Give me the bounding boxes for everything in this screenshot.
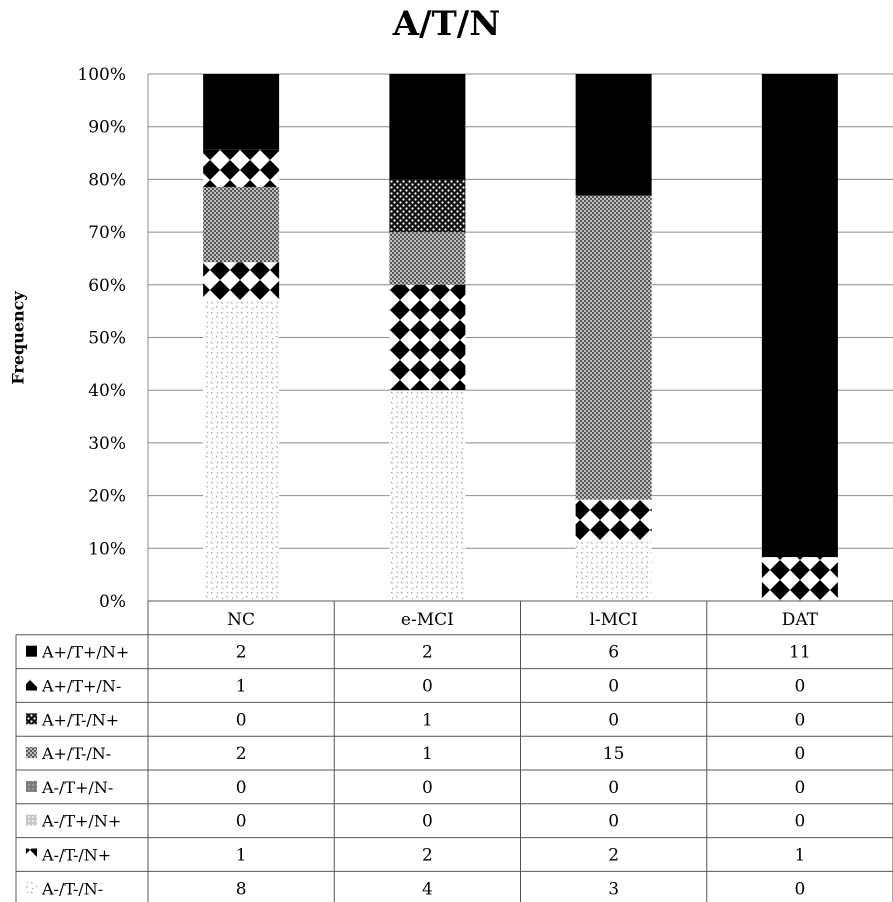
data-label: 1: [422, 710, 433, 730]
bar-segment: [575, 195, 652, 500]
legend-key: [26, 679, 37, 691]
bar-segment: [575, 540, 652, 601]
legend-entry: A+/T+/N+: [41, 643, 129, 662]
bar-segment: [389, 179, 466, 233]
bar-segment: [203, 74, 280, 150]
legend-entry: A-/T-/N-: [41, 879, 103, 898]
data-label: 0: [236, 812, 247, 832]
data-label: 0: [794, 677, 805, 697]
y-tick-label: 20%: [88, 487, 126, 507]
bar-segment: [389, 232, 466, 285]
bar-segment: [203, 149, 280, 187]
data-label: 0: [608, 710, 619, 730]
y-tick-label: 70%: [88, 223, 126, 243]
data-label: 2: [422, 643, 433, 663]
y-tick-label: 80%: [88, 170, 126, 190]
data-label: 2: [236, 744, 247, 764]
data-label: 0: [608, 812, 619, 832]
legend-entry: A-/T+/N+: [41, 812, 121, 831]
y-tick-label: 10%: [88, 539, 126, 559]
data-label: 2: [236, 643, 247, 663]
data-label: 0: [794, 879, 805, 899]
legend-entry: A-/T-/N+: [41, 846, 111, 865]
data-label: 0: [422, 812, 433, 832]
y-tick-label: 30%: [88, 434, 126, 454]
data-label: 0: [608, 677, 619, 697]
bar-segment: [575, 499, 652, 541]
x-category-label: DAT: [782, 610, 819, 630]
legend-key: [26, 848, 37, 860]
bar-segment: [761, 557, 838, 601]
data-label: 1: [236, 677, 247, 697]
x-category-label: l-MCI: [589, 610, 637, 630]
data-label: 15: [603, 744, 625, 764]
data-label: 2: [422, 846, 433, 866]
data-label: 0: [422, 778, 433, 798]
chart-title: A/T/N: [392, 4, 501, 44]
data-label: 4: [422, 879, 433, 899]
bar-segment: [389, 390, 466, 601]
data-label: 6: [608, 643, 619, 663]
bar-segment: [575, 74, 652, 196]
legend-entry: A+/T+/N-: [41, 677, 121, 696]
data-label: 1: [422, 744, 433, 764]
legend-key: [26, 814, 37, 826]
bar-segment: [389, 284, 466, 391]
legend-entry: A-/T+/N-: [41, 778, 113, 797]
y-tick-label: 50%: [88, 329, 126, 349]
data-label: 0: [608, 778, 619, 798]
legend-key: [26, 645, 37, 657]
data-label: 0: [794, 778, 805, 798]
y-tick-label: 60%: [88, 276, 126, 296]
bar-segment: [203, 262, 280, 300]
data-label: 1: [236, 846, 247, 866]
data-label: 3: [608, 879, 619, 899]
data-label: 0: [236, 778, 247, 798]
bar-segment: [203, 299, 280, 601]
bar-segment: [389, 74, 466, 180]
bar-segment: [761, 74, 838, 558]
legend-key: [26, 747, 37, 759]
data-label: 2: [608, 846, 619, 866]
data-label: 8: [236, 879, 247, 899]
y-tick-label: 0%: [99, 592, 126, 612]
data-label: 11: [789, 643, 811, 663]
x-category-label: NC: [227, 610, 255, 630]
x-category-label: e-MCI: [401, 610, 454, 630]
y-tick-label: 40%: [88, 381, 126, 401]
y-tick-label: 90%: [88, 118, 126, 138]
data-label: 0: [422, 677, 433, 697]
y-tick-label: 100%: [77, 65, 126, 85]
bar-segment: [203, 186, 280, 263]
legend-key: [26, 882, 37, 894]
legend-key: [26, 780, 37, 792]
legend-entry: A+/T-/N-: [41, 744, 111, 763]
data-label: 0: [794, 710, 805, 730]
legend-entry: A+/T-/N+: [41, 710, 119, 729]
legend-key: [26, 713, 37, 725]
data-label: 0: [794, 812, 805, 832]
data-label: 1: [794, 846, 805, 866]
data-label: 0: [794, 744, 805, 764]
data-label: 0: [236, 710, 247, 730]
